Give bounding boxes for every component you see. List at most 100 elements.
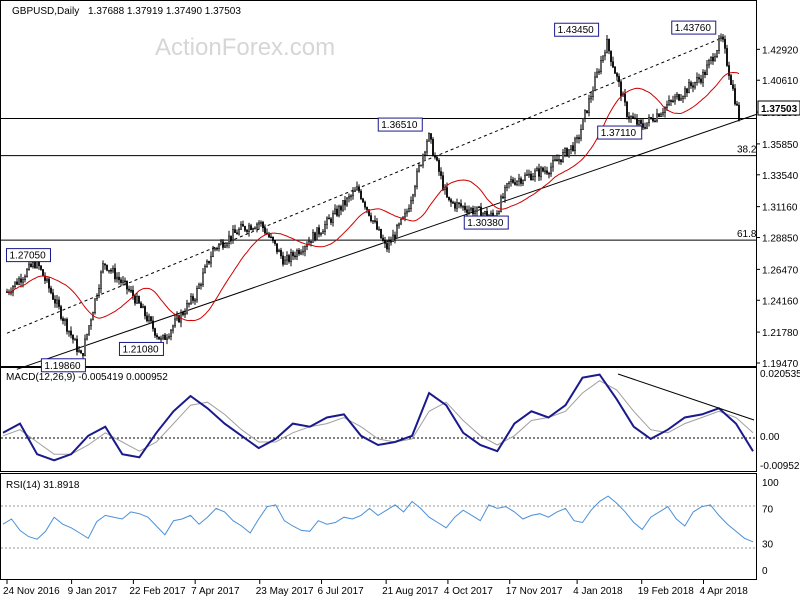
- macd-tick-label: 0.020535: [760, 369, 800, 380]
- price-label: 1.27050: [9, 251, 46, 262]
- candle-body: [32, 261, 34, 268]
- candle-body: [570, 145, 572, 150]
- candle-body: [344, 200, 346, 206]
- candle-body: [136, 296, 138, 304]
- candle-body: [506, 183, 508, 188]
- candle-body: [732, 84, 734, 89]
- candle-body: [340, 206, 342, 211]
- candle-body: [140, 302, 142, 309]
- candle-body: [132, 290, 134, 297]
- candle-body: [572, 145, 574, 151]
- macd-tick-label: 0.00: [760, 432, 780, 443]
- candle-body: [328, 217, 330, 220]
- candle-body: [118, 276, 120, 281]
- candle-body: [232, 229, 234, 241]
- candle-body: [34, 261, 36, 268]
- candle-body: [16, 281, 18, 285]
- candle-body: [736, 103, 738, 106]
- current-price-tag: [757, 100, 800, 116]
- candle-body: [516, 180, 518, 185]
- candle-body: [554, 159, 556, 161]
- candle-body: [310, 241, 312, 243]
- candle-body: [414, 186, 416, 196]
- candle-body: [280, 249, 282, 257]
- candle-body: [60, 306, 62, 319]
- candle-body: [360, 190, 362, 200]
- price-label-box: [671, 20, 717, 35]
- candle-body: [630, 116, 632, 120]
- candle-body: [408, 208, 410, 212]
- candle-body: [538, 168, 540, 177]
- candle-body: [416, 170, 418, 187]
- candle-body: [374, 220, 376, 222]
- rsi-title: RSI(14) 31.8918: [6, 480, 80, 491]
- candle-body: [322, 231, 324, 234]
- candle-body: [556, 159, 558, 162]
- candle-body: [646, 122, 648, 129]
- candle-body: [674, 96, 676, 102]
- candle-body: [134, 295, 136, 304]
- rsi-tick-label: 30: [762, 540, 774, 551]
- candle-body: [230, 235, 232, 241]
- candle-body: [578, 137, 580, 139]
- candle-body: [642, 123, 644, 128]
- candle-body: [144, 306, 146, 317]
- candle-body: [242, 224, 244, 227]
- x-tick-label: 4 Jan 2018: [573, 586, 623, 597]
- candle-body: [420, 164, 422, 167]
- candle-body: [356, 186, 358, 191]
- x-tick-label: 4 Apr 2018: [699, 586, 748, 597]
- candle-body: [670, 100, 672, 102]
- candle-body: [180, 312, 182, 323]
- candle-body: [304, 246, 306, 252]
- candle-body: [184, 312, 186, 315]
- candle-body: [390, 241, 392, 243]
- candle-body: [660, 113, 662, 117]
- candle-body: [558, 159, 560, 162]
- x-tick-label: 6 Jul 2017: [318, 586, 365, 597]
- candle-body: [100, 271, 102, 289]
- candle-body: [128, 288, 130, 291]
- candle-body: [214, 247, 216, 250]
- candle-body: [510, 179, 512, 183]
- candle-body: [680, 98, 682, 101]
- candle-body: [440, 171, 442, 176]
- candle-body: [130, 289, 132, 292]
- candle-body: [738, 104, 740, 121]
- candle-body: [348, 196, 350, 199]
- candle-body: [352, 191, 354, 197]
- price-label: 1.43760: [675, 23, 712, 34]
- rsi-tick-label: 0: [762, 566, 768, 577]
- candle-body: [548, 172, 550, 175]
- candle-body: [528, 173, 530, 176]
- macd-panel-frame: [0, 367, 757, 472]
- rising-channel: [6, 37, 757, 370]
- candle-body: [464, 205, 466, 211]
- candle-body: [198, 284, 200, 289]
- x-axis: 24 Nov 2016 9 Jan 2017 22 Feb 2017 7 Apr 20…: [3, 580, 748, 597]
- candle-body: [532, 176, 534, 181]
- candle-body: [212, 248, 214, 258]
- candle-body: [606, 38, 608, 54]
- price-label: 1.30380: [467, 218, 504, 229]
- candle-body: [574, 138, 576, 151]
- candle-body: [82, 353, 84, 356]
- candle-body: [222, 241, 224, 248]
- moving-average-line: [6, 71, 740, 322]
- candle-body: [676, 94, 678, 98]
- candle-body: [234, 229, 236, 234]
- candle-body: [682, 96, 684, 100]
- candle-body: [164, 334, 166, 340]
- price-label: 1.21080: [122, 344, 159, 355]
- candle-body: [518, 178, 520, 182]
- candle-body: [618, 76, 620, 83]
- candle-body: [112, 267, 114, 272]
- candle-body: [718, 38, 720, 51]
- channel-resistance-line: [6, 37, 722, 334]
- candle-body: [734, 88, 736, 105]
- candle-body: [484, 211, 486, 215]
- candle-body: [612, 61, 614, 68]
- candle-body: [394, 234, 396, 239]
- candle-body: [170, 329, 172, 337]
- rsi-tick-label: 70: [762, 504, 774, 515]
